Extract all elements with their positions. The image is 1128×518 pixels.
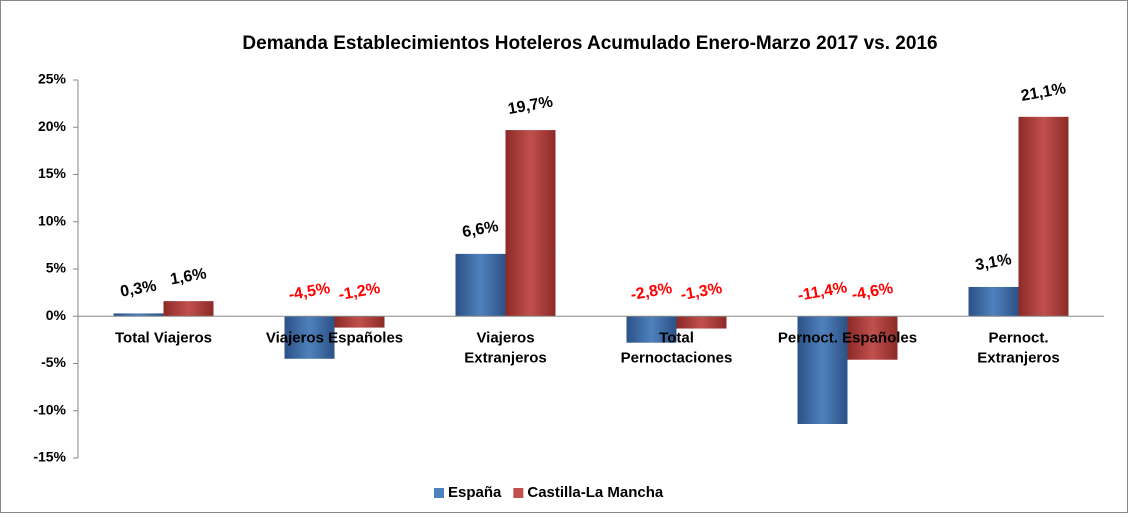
legend-label: Castilla-La Mancha	[527, 484, 664, 501]
chart-title: Demanda Establecimientos Hoteleros Acumu…	[242, 33, 937, 54]
bar	[113, 313, 164, 317]
bar	[968, 286, 1019, 317]
bar	[163, 301, 214, 317]
bar	[505, 130, 556, 317]
x-tick-label: Total Viajeros	[115, 329, 212, 346]
y-tick-label: 10%	[38, 212, 67, 228]
x-tick-label: Viajeros Españoles	[266, 329, 403, 346]
bar	[626, 316, 677, 343]
x-tick-label: Pernoct. Españoles	[778, 329, 917, 346]
legend-swatch	[434, 488, 444, 498]
x-tick-label: Viajeros Extranjeros	[464, 329, 547, 366]
bar	[334, 316, 385, 328]
y-tick-label: -15%	[33, 449, 66, 465]
y-tick-label: 15%	[38, 165, 67, 181]
data-label: 6,6%	[461, 218, 500, 241]
y-tick-label: 0%	[46, 307, 67, 323]
legend-label: España	[448, 484, 502, 501]
y-tick-label: 20%	[38, 118, 67, 134]
x-tick-label: Total Pernoctaciones	[621, 329, 733, 366]
y-tick-label: 5%	[46, 260, 67, 276]
x-tick-label: Pernoct. Extranjeros	[977, 329, 1060, 366]
data-label: 0,3%	[119, 278, 158, 301]
bar	[847, 316, 898, 360]
y-tick-label: 25%	[38, 71, 67, 87]
y-tick-label: -10%	[33, 401, 66, 417]
bar	[797, 316, 848, 424]
bar	[284, 316, 335, 359]
data-label: 3,1%	[974, 251, 1013, 274]
data-label: 1,6%	[169, 265, 208, 288]
legend-swatch	[513, 488, 524, 498]
bar	[1018, 116, 1069, 317]
bar	[455, 253, 506, 317]
bar	[676, 316, 727, 329]
y-tick-label: -5%	[41, 354, 66, 370]
